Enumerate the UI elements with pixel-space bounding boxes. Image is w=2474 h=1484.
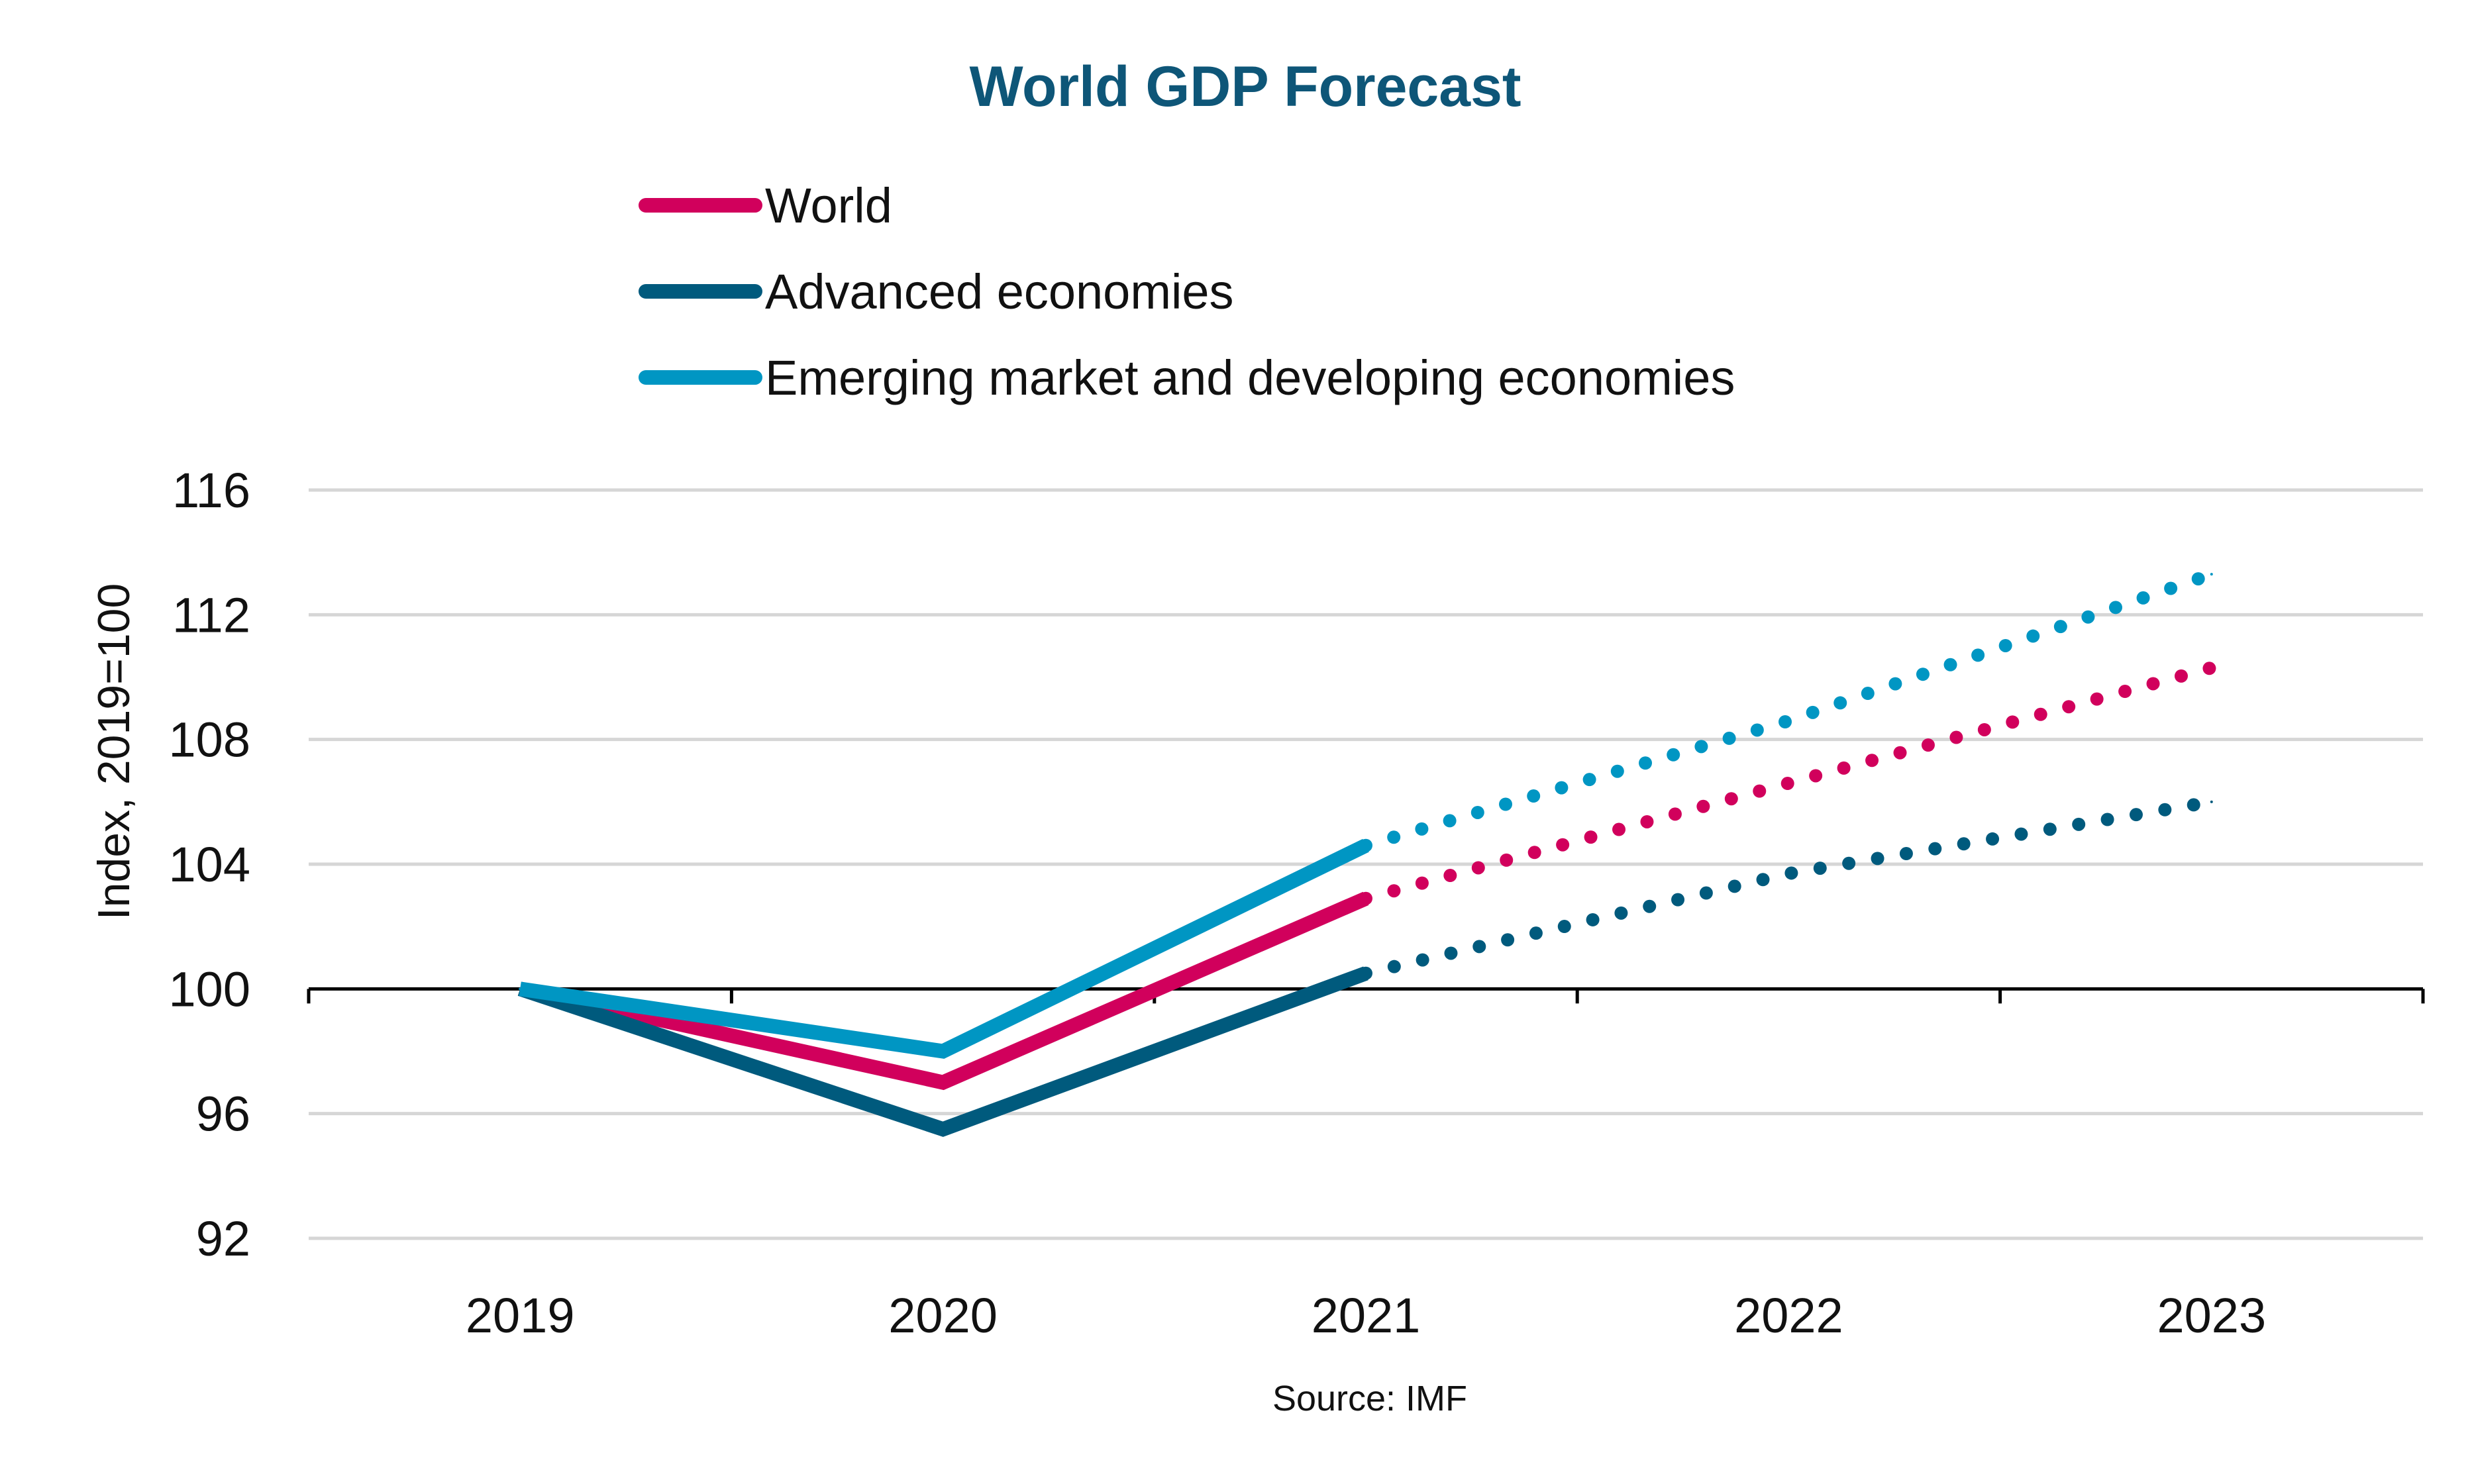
y-axis-label: Index, 2019=100 [89,583,139,920]
x-tick-label: 2021 [1312,1288,1421,1343]
data-point [1365,844,1367,847]
data-point [2210,666,2213,669]
y-tick-label: 92 [196,1211,250,1266]
y-tick-label: 100 [169,962,250,1016]
data-point [941,1081,945,1084]
legend-label: Emerging market and developing economies [765,350,1735,405]
y-tick-label: 112 [172,587,250,642]
data-point [1787,872,1790,875]
legend-label: Advanced economies [765,264,1234,319]
y-axis-ticks: 92 96 100 104 108 112 116 [169,463,250,1266]
data-point [519,987,522,991]
series-line-forecast [1359,795,2218,980]
data-point [1787,781,1790,785]
data-point [1365,971,1367,975]
legend: World Advanced economies Emerging market a… [639,178,1735,405]
data-point [1365,897,1367,900]
grid [309,488,2423,1240]
y-tick-label: 108 [169,713,250,767]
data-point [941,1128,945,1131]
chart-title: World GDP Forecast [969,55,1521,119]
x-tick-label: 2020 [888,1288,998,1343]
data-point [941,1050,945,1053]
y-tick-label: 116 [172,463,250,518]
y-tick-label: 104 [169,837,250,892]
x-tick-label: 2022 [1734,1288,1843,1343]
data-point [1787,719,1790,722]
x-axis: 2019 2020 2021 2022 2023 [307,987,2425,1343]
x-tick-label: 2019 [466,1288,575,1343]
x-tick-label: 2023 [2157,1288,2266,1343]
data-point [2210,800,2213,803]
y-tick-label: 96 [196,1087,250,1142]
legend-label: World [765,178,892,233]
source-note: Source: IMF [1272,1379,1467,1418]
series-lines [517,568,2218,1137]
data-point [2210,573,2213,576]
